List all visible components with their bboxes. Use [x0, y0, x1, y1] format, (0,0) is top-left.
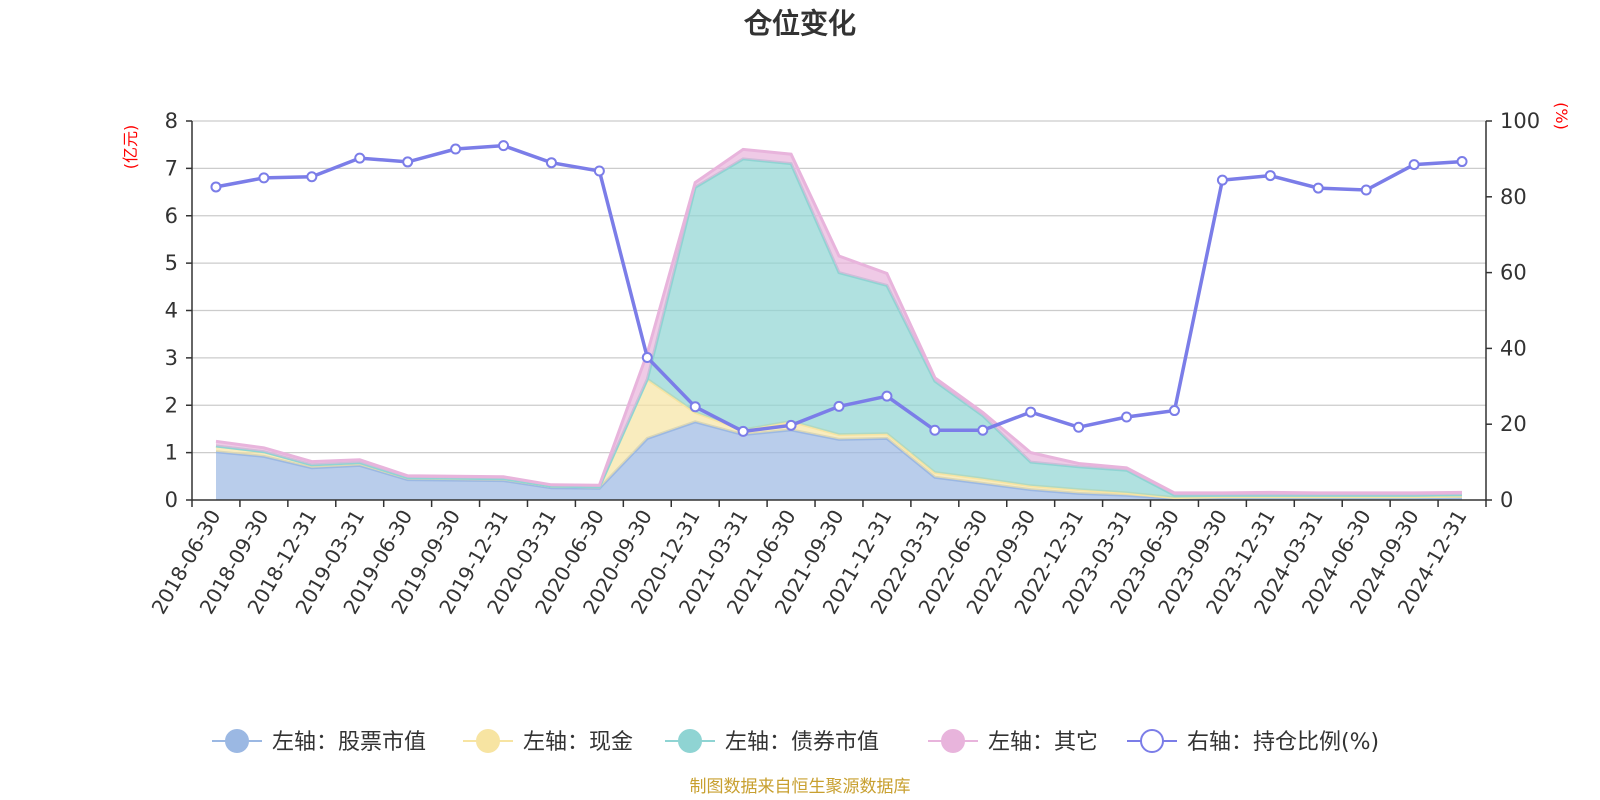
- left-tick-label: 7: [165, 156, 178, 180]
- legend-label: 左轴：其它: [988, 730, 1098, 755]
- left-axis-unit: (亿元): [121, 125, 140, 170]
- position-ratio-line: [210, 140, 1468, 437]
- ratio-point: [210, 181, 222, 193]
- stacked-areas: [215, 147, 1463, 501]
- legend-marker: [678, 729, 702, 753]
- ratio-point: [881, 390, 893, 402]
- ratio-point: [641, 351, 653, 363]
- ratio-point: [1073, 421, 1085, 433]
- ratio-point: [498, 140, 510, 152]
- legend-marker: [1140, 729, 1164, 753]
- legend-marker: [225, 729, 249, 753]
- legend-label: 左轴：债券市值: [725, 730, 879, 755]
- ratio-point: [977, 424, 989, 436]
- left-tick-label: 2: [165, 393, 178, 417]
- left-tick-label: 1: [165, 441, 178, 465]
- ratio-point: [545, 157, 557, 169]
- ratio-point: [1360, 184, 1372, 196]
- ratio-point: [1168, 405, 1180, 417]
- ratio-point: [593, 165, 605, 177]
- left-tick-label: 0: [165, 488, 178, 512]
- left-tick-label: 8: [165, 109, 178, 133]
- ratio-point: [258, 172, 270, 184]
- ratio-point: [1025, 406, 1037, 418]
- ratio-point: [833, 400, 845, 412]
- area-top-line: [215, 147, 1463, 495]
- left-tick-label: 3: [165, 346, 178, 370]
- right-tick-label: 40: [1500, 336, 1527, 360]
- ratio-point: [929, 424, 941, 436]
- left-tick-label: 4: [165, 299, 178, 323]
- ratio-point: [737, 425, 749, 437]
- data-source-note: 制图数据来自恒生聚源数据库: [690, 777, 911, 797]
- ratio-point: [785, 419, 797, 431]
- ratio-point: [1216, 174, 1228, 186]
- legend: 左轴：股票市值 左轴：现金 左轴：债券市值 左轴：其它 右轴：持仓比例(%): [212, 729, 1379, 755]
- legend-label: 左轴：现金: [523, 730, 633, 755]
- ratio-point: [1121, 411, 1133, 423]
- area-fill: [216, 158, 1462, 498]
- right-tick-label: 0: [1500, 488, 1513, 512]
- legend-marker: [476, 729, 500, 753]
- area-fill: [216, 379, 1462, 499]
- right-tick-label: 60: [1500, 261, 1527, 285]
- ratio-point: [1408, 159, 1420, 171]
- legend-label: 左轴：股票市值: [272, 730, 426, 755]
- ratio-point: [1312, 182, 1324, 194]
- ratio-point: [354, 152, 366, 164]
- ratio-point: [689, 401, 701, 413]
- right-tick-label: 100: [1500, 109, 1540, 133]
- legend-marker: [941, 729, 965, 753]
- ratio-point: [1264, 170, 1276, 182]
- right-axis-unit: (%): [1552, 102, 1571, 130]
- ratio-point: [306, 171, 318, 183]
- area-fill: [216, 421, 1462, 500]
- chart-title: 仓位变化: [744, 7, 856, 40]
- left-tick-label: 5: [165, 251, 178, 275]
- ratio-point: [1456, 156, 1468, 168]
- left-tick-label: 6: [165, 204, 178, 228]
- ratio-point: [402, 156, 414, 168]
- right-tick-label: 20: [1500, 412, 1527, 436]
- right-tick-label: 80: [1500, 185, 1527, 209]
- ratio-point: [450, 143, 462, 155]
- legend-label: 右轴：持仓比例(%): [1187, 730, 1379, 755]
